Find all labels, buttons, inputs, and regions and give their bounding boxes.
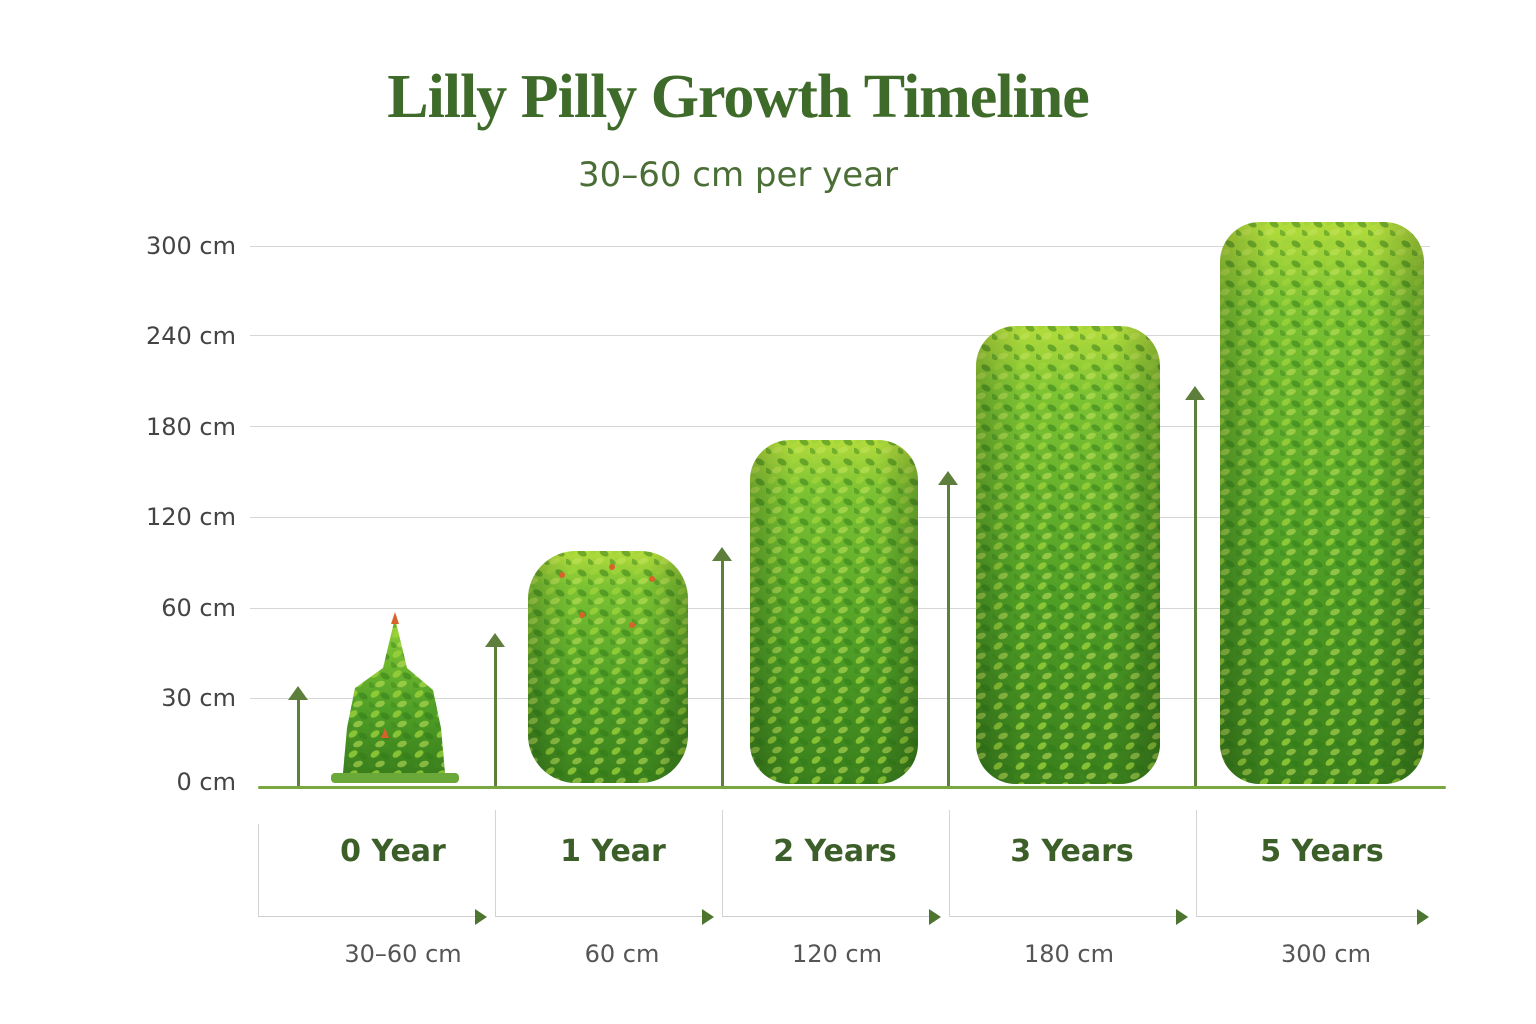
gridline-240 xyxy=(250,335,1430,336)
gridline-300 xyxy=(250,246,1430,247)
timeline-arrowhead-icon xyxy=(475,909,487,925)
y-tick-30: 30 cm xyxy=(161,684,236,712)
timeline-arrowhead-icon xyxy=(1176,909,1188,925)
y-tick-180: 180 cm xyxy=(145,413,236,441)
y-tick-300: 300 cm xyxy=(145,232,236,260)
shrub-year-1 xyxy=(528,551,688,783)
growth-arrow-0 xyxy=(288,686,308,786)
col-label-0: 0 Year xyxy=(340,834,446,869)
timeline-arrowhead-icon xyxy=(1417,909,1429,925)
shrub-year-0 xyxy=(331,612,459,783)
growth-arrow-3 xyxy=(938,471,958,786)
timeline-col-1 xyxy=(495,810,706,917)
y-tick-60: 60 cm xyxy=(161,594,236,622)
col-value-5: 300 cm xyxy=(1280,940,1371,968)
growth-arrow-2 xyxy=(712,547,732,786)
col-label-5: 5 Years xyxy=(1260,834,1384,869)
ground-line xyxy=(258,786,1446,789)
col-value-3: 180 cm xyxy=(1023,940,1114,968)
timeline-arrowhead-icon xyxy=(929,909,941,925)
y-tick-120: 120 cm xyxy=(145,503,236,531)
chart-subtitle: 30–60 cm per year xyxy=(577,155,899,195)
growth-arrow-1 xyxy=(485,633,505,786)
chart-title: Lilly Pilly Growth Timeline xyxy=(387,63,1090,131)
timeline-col-0 xyxy=(258,824,479,917)
growth-arrow-5 xyxy=(1185,386,1205,786)
timeline-col-2 xyxy=(722,810,929,917)
col-value-0: 30–60 cm xyxy=(344,940,462,968)
timeline-arrowhead-icon xyxy=(702,909,714,925)
timeline-col-3 xyxy=(949,810,1176,917)
col-label-2: 2 Years xyxy=(773,834,897,869)
shrub-year-5 xyxy=(1220,222,1424,784)
col-value-1: 60 cm xyxy=(584,940,660,968)
shrub-year-3 xyxy=(976,326,1160,784)
shrub-year-2 xyxy=(750,440,918,784)
gridline-180 xyxy=(250,426,1430,427)
col-label-3: 3 Years xyxy=(1010,834,1134,869)
y-tick-0: 0 cm xyxy=(176,768,236,796)
col-value-2: 120 cm xyxy=(791,940,882,968)
col-label-1: 1 Year xyxy=(560,834,666,869)
y-tick-240: 240 cm xyxy=(145,322,236,350)
timeline-col-5 xyxy=(1196,810,1417,917)
